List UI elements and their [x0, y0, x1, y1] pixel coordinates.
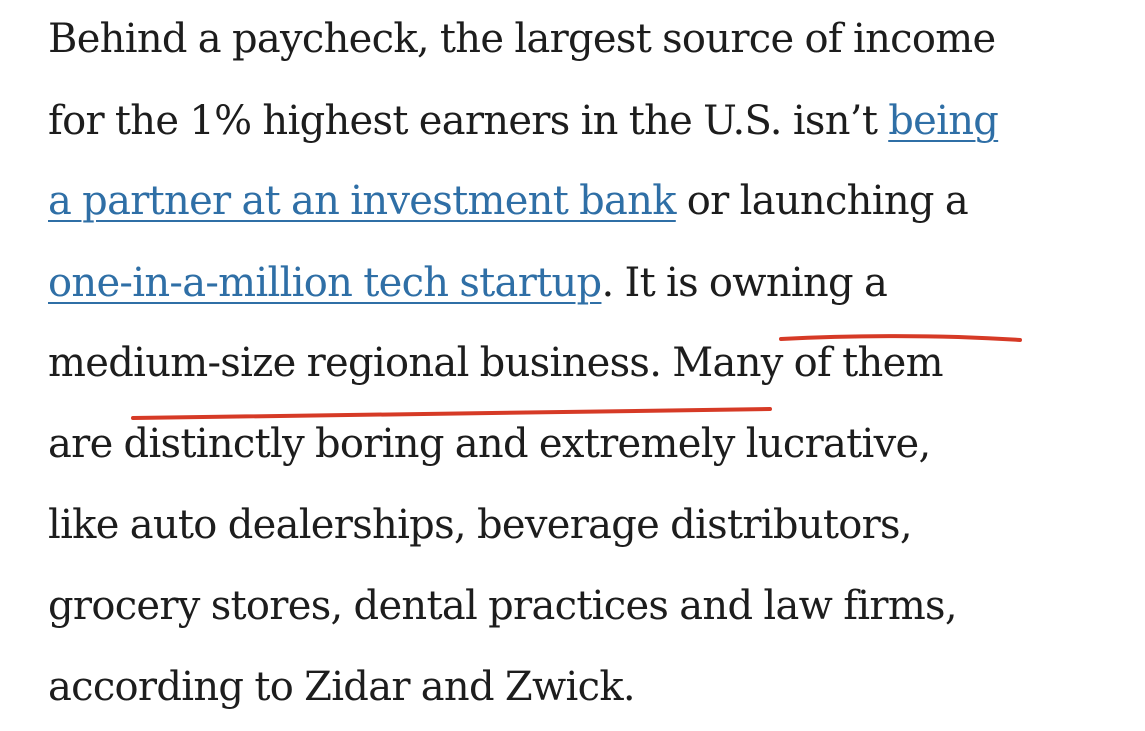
text-line-1: Behind a paycheck, the largest source of…: [48, 16, 996, 62]
paragraph-line-2: for the 1% highest earners in the U.S. i…: [48, 96, 999, 146]
text-line-7: like auto dealerships, beverage distribu…: [48, 502, 913, 548]
paragraph-line-3: a partner at an investment bank or launc…: [48, 176, 969, 226]
annotation-underline-2: [131, 407, 772, 420]
paragraph-line-7: like auto dealerships, beverage distribu…: [48, 500, 913, 550]
paragraph-line-6: are distinctly boring and extremely lucr…: [48, 419, 931, 469]
paragraph-line-5: medium-size regional business. Many of t…: [48, 338, 944, 388]
text-line-8: grocery stores, dental practices and law…: [48, 583, 958, 629]
paragraph-line-4: one-in-a-million tech startup. It is own…: [48, 258, 888, 308]
text-line-3: or launching a: [675, 178, 969, 224]
text-line-4: . It is owning a: [601, 260, 888, 306]
text-line-2: for the 1% highest earners in the U.S. i…: [48, 98, 889, 144]
investment-bank-link-part2[interactable]: a partner at an investment bank: [48, 178, 676, 224]
tech-startup-link[interactable]: one-in-a-million tech startup: [48, 260, 602, 306]
paragraph-line-8: grocery stores, dental practices and law…: [48, 581, 958, 631]
text-line-6: are distinctly boring and extremely lucr…: [48, 421, 931, 467]
paragraph-line-1: Behind a paycheck, the largest source of…: [48, 14, 996, 64]
text-line-5: medium-size regional business. Many of t…: [48, 340, 944, 386]
investment-bank-link-part1[interactable]: being: [888, 98, 999, 144]
paragraph-line-9: according to Zidar and Zwick.: [48, 662, 636, 712]
text-line-9: according to Zidar and Zwick.: [48, 664, 636, 710]
